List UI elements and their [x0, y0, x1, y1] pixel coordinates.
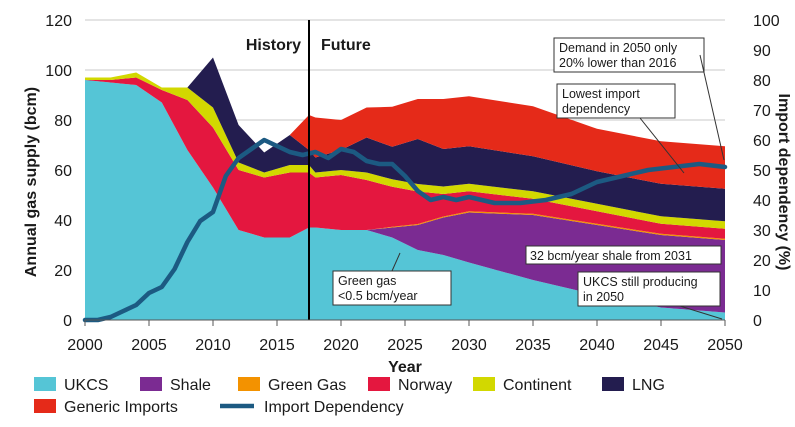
- y-tick-label: 20: [54, 263, 72, 280]
- y-tick-label: 120: [45, 13, 72, 30]
- annotation-demand: Demand in 2050 only 20% lower than 2016: [553, 37, 725, 161]
- legend-label: Shale: [170, 377, 211, 394]
- x-tick-label: 2050: [707, 337, 743, 354]
- area-lng: [85, 57, 725, 222]
- annotation-line: Green gas: [338, 274, 396, 288]
- annotation-box: [556, 83, 676, 119]
- y2-tick-label: 10: [753, 283, 771, 300]
- legend-swatch: [473, 377, 495, 391]
- y2-tick-label: 30: [753, 223, 771, 240]
- legend-swatch: [140, 377, 162, 391]
- legend-item-norway: Norway: [368, 377, 452, 394]
- annotation-arrow: [679, 305, 723, 320]
- legend-label: LNG: [632, 377, 665, 394]
- y2-tick-label: 90: [753, 43, 771, 60]
- y-tick-label: 100: [45, 63, 72, 80]
- x-tick-label: 2000: [67, 337, 103, 354]
- legend-label: Generic Imports: [64, 399, 178, 416]
- y2-tick-label: 50: [753, 163, 771, 180]
- x-tick-label: 2010: [195, 337, 231, 354]
- y2-tick-label: 40: [753, 193, 771, 210]
- annotation-lowest-import: Lowest import dependency: [556, 83, 685, 174]
- area-ukcs: [85, 80, 725, 320]
- annotation-ukcs: UKCS still producing in 2050: [577, 271, 723, 320]
- area-generic-imports: [85, 57, 725, 189]
- x-tick-label: 2020: [323, 337, 359, 354]
- import-dependency-layer: [82, 137, 728, 323]
- annotations: Demand in 2050 only 20% lower than 2016 Lo…: [332, 37, 725, 320]
- annotation-line: dependency: [562, 102, 631, 116]
- future-label: Future: [321, 37, 371, 54]
- x-axis-title: Year: [388, 359, 422, 376]
- axis-ticks: 2000 2005 2010 2015 2020 2025 2030 2035 2040 2045…: [45, 13, 780, 354]
- annotation-text: Demand in 2050 only 20% lower than 2016: [559, 41, 678, 70]
- legend-label: Continent: [503, 377, 572, 394]
- x-tick-label: 2025: [387, 337, 423, 354]
- legend-swatch: [368, 377, 390, 391]
- legend-swatch: [34, 399, 56, 413]
- x-tick-label: 2040: [579, 337, 615, 354]
- y-tick-label: 80: [54, 113, 72, 130]
- y2-tick-label: 20: [753, 253, 771, 270]
- annotation-line: in 2050: [583, 290, 624, 304]
- legend-item-import-dependency: Import Dependency: [220, 399, 404, 416]
- legend-label: Norway: [398, 377, 452, 394]
- annotation-box: [577, 271, 721, 307]
- annotation-arrow: [639, 117, 685, 174]
- y2-axis-title: Import dependency (%): [775, 94, 792, 271]
- y-tick-label: 0: [63, 313, 72, 330]
- y2-tick-label: 100: [753, 13, 780, 30]
- annotation-shale: 32 bcm/year shale from 2031: [525, 245, 722, 265]
- y2-tick-label: 0: [753, 313, 762, 330]
- y2-tick-label: 80: [753, 73, 771, 90]
- y2-tick-label: 60: [753, 133, 771, 150]
- legend: UKCS Shale Green Gas Norway Continent LNG Gene…: [34, 377, 665, 416]
- annotation-line: Lowest import: [562, 87, 640, 101]
- annotation-arrow: [699, 54, 725, 161]
- legend-swatch: [238, 377, 260, 391]
- legend-item-shale: Shale: [140, 377, 211, 394]
- annotation-text: 32 bcm/year shale from 2031: [530, 249, 692, 263]
- import-dependency-line: [82, 137, 728, 323]
- annotation-box: [553, 37, 705, 73]
- annotation-text: UKCS still producing in 2050: [583, 275, 698, 304]
- y2-tick-label: 70: [753, 103, 771, 120]
- y-axis-title: Annual gas supply (bcm): [23, 87, 40, 277]
- legend-label: Green Gas: [268, 377, 346, 394]
- legend-swatch: [34, 377, 56, 391]
- annotation-text: Lowest import dependency: [562, 87, 640, 116]
- y-tick-label: 40: [54, 213, 72, 230]
- y-tick-label: 60: [54, 163, 72, 180]
- x-tick-label: 2045: [643, 337, 679, 354]
- annotation-text: Green gas <0.5 bcm/year: [338, 274, 418, 303]
- annotation-box: [525, 245, 722, 265]
- annotation-line: <0.5 bcm/year: [338, 289, 418, 303]
- legend-label: Import Dependency: [264, 399, 404, 416]
- history-label: History: [246, 37, 301, 54]
- legend-swatch: [602, 377, 624, 391]
- legend-item-ukcs: UKCS: [34, 377, 108, 394]
- annotation-arrow: [391, 252, 401, 272]
- annotation-line: UKCS still producing: [583, 275, 698, 289]
- x-tick-label: 2005: [131, 337, 167, 354]
- legend-item-lng: LNG: [602, 377, 665, 394]
- legend-item-generic-imports: Generic Imports: [34, 399, 178, 416]
- annotation-line: Demand in 2050 only: [559, 41, 678, 55]
- annotation-line: 20% lower than 2016: [559, 56, 676, 70]
- legend-item-green-gas: Green Gas: [238, 377, 346, 394]
- legend-item-continent: Continent: [473, 377, 572, 394]
- x-tick-label: 2035: [515, 337, 551, 354]
- annotation-green-gas: Green gas <0.5 bcm/year: [332, 252, 452, 306]
- legend-label: UKCS: [64, 377, 108, 394]
- area-norway: [85, 77, 725, 239]
- x-tick-label: 2015: [259, 337, 295, 354]
- annotation-line: 32 bcm/year shale from 2031: [530, 249, 692, 263]
- x-tick-label: 2030: [451, 337, 487, 354]
